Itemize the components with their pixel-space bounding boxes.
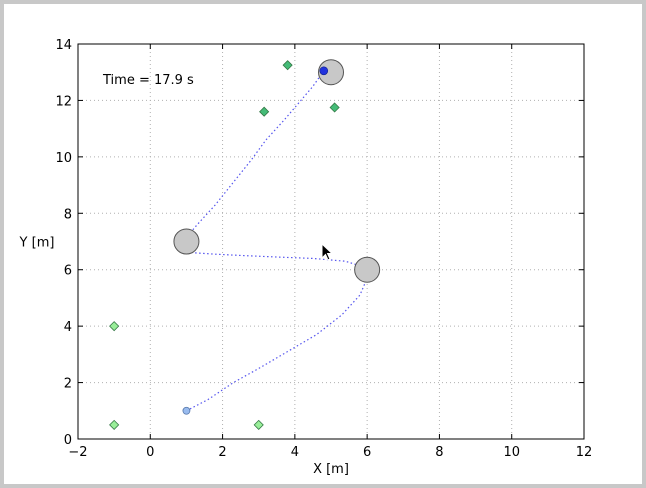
- target-remaining: [109, 419, 120, 430]
- start-marker: [182, 406, 191, 415]
- y-tick-label: 10: [55, 151, 72, 166]
- target-collected: [259, 106, 270, 117]
- figure: −2 0 2 4 6 8 10 12 0 2 4 6 8 10 12 14 Time = 17.9 s X […: [4, 4, 642, 484]
- x-axis-label: X [m]: [313, 462, 349, 477]
- target-remaining: [109, 321, 120, 332]
- waypoint-circle: [318, 59, 344, 86]
- waypoint-circle: [173, 228, 200, 255]
- waypoints: [173, 59, 381, 283]
- y-tick-label: 0: [64, 433, 72, 448]
- target-collected: [282, 60, 293, 71]
- y-tick-label: 12: [55, 94, 72, 109]
- y-tick-label: 8: [64, 207, 72, 222]
- trajectory-line: [180, 70, 368, 412]
- y-axis-label: Y [m]: [19, 236, 55, 251]
- target-remaining: [253, 419, 264, 430]
- x-tick-label: 12: [576, 445, 593, 460]
- targets: [109, 60, 340, 430]
- x-tick-label: 6: [363, 445, 371, 460]
- y-tick-label: 4: [64, 320, 72, 335]
- axes-frame: [77, 43, 585, 440]
- x-tick-label: 2: [218, 445, 226, 460]
- target-collected: [329, 102, 340, 113]
- y-tick-label: 6: [64, 264, 72, 279]
- mouse-cursor-icon: [321, 242, 334, 261]
- waypoint-circle: [354, 256, 381, 283]
- y-tick-label: 2: [64, 377, 72, 392]
- x-tick-label: 0: [146, 445, 154, 460]
- robot-marker: [319, 66, 329, 76]
- x-tick-label: −2: [68, 445, 87, 460]
- x-tick-label: 4: [291, 445, 299, 460]
- x-tick-label: 8: [435, 445, 443, 460]
- x-tick-label: 10: [503, 445, 520, 460]
- grid: [78, 44, 584, 439]
- y-tick-label: 14: [55, 38, 72, 53]
- time-annotation: Time = 17.9 s: [102, 73, 194, 88]
